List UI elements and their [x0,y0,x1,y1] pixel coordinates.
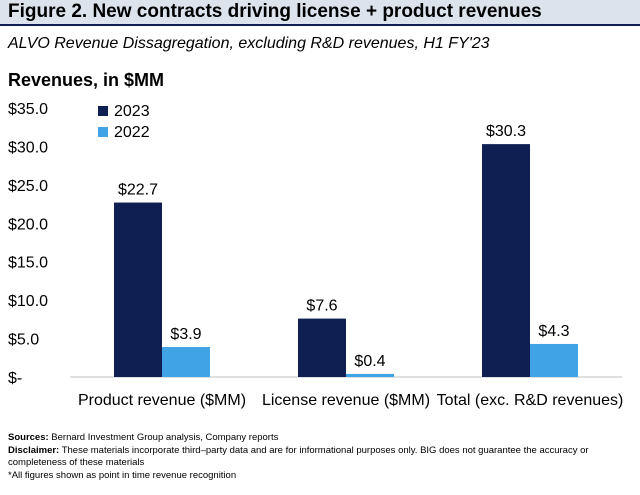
legend-label: 2022 [114,124,150,141]
bar-2022 [346,373,394,377]
data-label: $30.3 [486,123,526,140]
revenue-chart-svg: Revenues, in $MM $- $5.0 $10.0 $15.0 $20.0 $25… [8,70,624,409]
title-rule [0,24,640,26]
chart-subtitle: ALVO Revenue Dissagregation, excluding R… [8,35,490,52]
sources-line: Sources: Bernard Investment Group analys… [8,432,632,445]
y-tick-label: $30.0 [8,139,48,156]
y-tick-label: $10.0 [8,293,48,310]
bar-2022 [530,343,578,377]
bar-2023 [298,318,346,377]
sources-text: Bernard Investment Group analysis, Compa… [48,432,279,443]
data-label: $4.3 [538,323,569,340]
data-label: $22.7 [118,182,158,199]
footnote: *All figures shown as point in time reve… [8,469,237,481]
figure-title: Figure 2. New contracts driving license … [0,0,640,24]
revenue-chart: Revenues, in $MM $- $5.0 $10.0 $15.0 $20.0 $25… [0,60,640,420]
y-tick-label: $15.0 [8,255,48,272]
legend-label: 2023 [114,103,150,120]
data-label: $0.4 [354,353,385,370]
y-tick-label: $- [8,370,22,387]
y-tick-label: $35.0 [8,101,48,118]
disclaimer-line: Disclaimer: These materials incorporate … [8,445,632,470]
bar-2022 [162,347,210,377]
y-tick-label: $20.0 [8,216,48,233]
data-label: $7.6 [306,298,337,315]
x-category-label: License revenue ($MM) [262,392,430,409]
footer-notes: Sources: Bernard Investment Group analys… [8,432,632,482]
x-category-label: Product revenue ($MM) [78,392,246,409]
bar-2023 [482,144,530,377]
legend-swatch [98,127,108,137]
legend-swatch [98,106,108,116]
bar-2023 [114,202,162,377]
sources-label: Sources: [8,432,49,443]
disclaimer-text: These materials incorporate third–party … [8,444,589,469]
disclaimer-label: Disclaimer: [8,444,60,456]
y-tick-label: $5.0 [8,332,39,349]
y-tick-label: $25.0 [8,178,48,195]
data-label: $3.9 [170,326,201,343]
x-category-label: Total (exc. R&D revenues) [437,392,624,409]
chart-title: Revenues, in $MM [8,70,164,90]
